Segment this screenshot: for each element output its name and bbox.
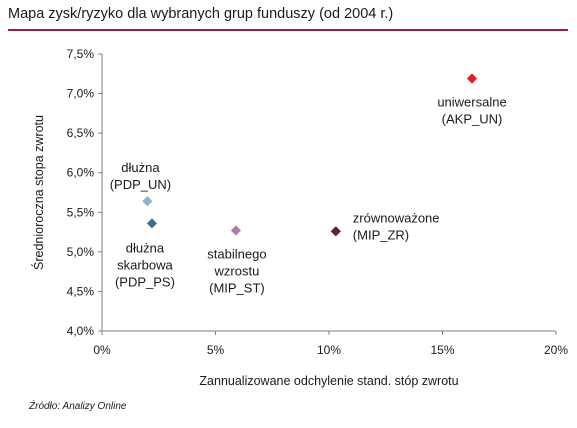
x-tick-label: 5% — [207, 343, 225, 357]
point-label: dłużna skarbowa (PDP_PS) — [115, 240, 175, 289]
point-label-line: zrównoważone — [353, 210, 440, 225]
point-label-line: stabilnego — [207, 246, 266, 261]
point-label-line: (MIP_ST) — [209, 280, 265, 295]
point-marker — [141, 195, 154, 208]
x-tick-label: 20% — [544, 343, 568, 357]
point-label-line: uniwersalne — [437, 95, 506, 110]
y-axis-title: Średnioroczna stopa zwrotu — [31, 115, 46, 270]
point-label-line: skarbowa — [117, 257, 173, 272]
x-tick-label: 15% — [430, 343, 454, 357]
y-tick-label: 7,5% — [67, 47, 95, 61]
title-underline — [8, 29, 568, 31]
point-marker — [329, 225, 342, 238]
point-marker — [230, 224, 242, 237]
scatter-chart: 4,0% 4,5% 5,0% 5,5% 6,0% 6,5% 7,0% 7,5% 0% 5% 10% 1… — [31, 47, 569, 388]
x-axis-title: Zannualizowane odchylenie stand. stóp zw… — [199, 374, 458, 388]
point-label: zrównoważone (MIP_ZR) — [353, 210, 440, 242]
point-label-line: (AKP_UN) — [442, 112, 503, 127]
point-label-line: (MIP_ZR) — [353, 227, 409, 242]
y-tick-label: 4,0% — [67, 324, 95, 338]
y-tick-label: 5,0% — [67, 245, 95, 259]
point-label-line: (PDP_UN) — [110, 177, 171, 192]
point-marker — [466, 72, 478, 85]
axes — [98, 53, 557, 335]
chart-title: Mapa zysk/ryzyko dla wybranych grup fund… — [8, 6, 394, 22]
y-tick-label: 4,5% — [67, 284, 95, 298]
y-tick-label: 6,0% — [67, 166, 95, 180]
point-label: uniwersalne (AKP_UN) — [437, 95, 506, 127]
y-tick-label: 6,5% — [67, 126, 95, 140]
point-label: dłużna (PDP_UN) — [110, 160, 171, 192]
point-marker — [146, 217, 158, 230]
source-note: Źródło: Analizy Online — [29, 401, 127, 412]
data-points — [141, 72, 478, 238]
point-label: stabilnego wzrostu (MIP_ST) — [207, 246, 266, 295]
point-label-line: (PDP_PS) — [115, 274, 175, 289]
y-tick-label: 7,0% — [67, 87, 95, 101]
point-label-line: wzrostu — [214, 263, 260, 278]
x-tick-label: 0% — [93, 343, 111, 357]
x-tick-label: 10% — [317, 343, 341, 357]
point-label-line: dłużna — [126, 240, 165, 255]
tick-labels: 4,0% 4,5% 5,0% 5,5% 6,0% 6,5% 7,0% 7,5% 0% 5% 10% 1… — [67, 47, 569, 357]
y-tick-label: 5,5% — [67, 205, 95, 219]
point-label-line: dłużna — [121, 160, 160, 175]
point-labels: uniwersalne (AKP_UN) dłużna (PDP_UN) dłużna s… — [110, 95, 507, 296]
